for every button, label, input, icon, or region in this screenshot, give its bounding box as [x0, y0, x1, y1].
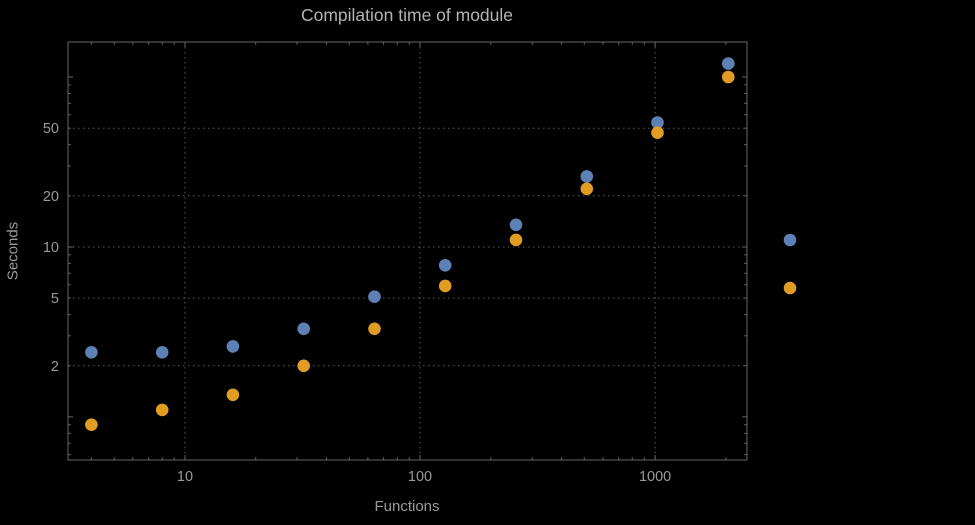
y-axis-label: Seconds — [4, 221, 22, 281]
data-point-series-1-blue — [722, 57, 735, 70]
data-point-series-2-orange — [722, 70, 735, 84]
y-tick-label: 20 — [43, 189, 59, 205]
data-point-series-2-orange — [509, 233, 523, 247]
data-point-series-1-blue — [651, 116, 664, 129]
data-point-series-1-blue — [509, 218, 523, 232]
chart-title: Compilation time of module — [300, 5, 514, 25]
x-tick-label: 100 — [408, 469, 432, 485]
data-point-series-1-blue — [226, 340, 240, 353]
y-tick-label: 5 — [51, 291, 59, 307]
x-axis-label: Functions — [374, 498, 440, 515]
data-point-series-1-blue — [85, 346, 98, 359]
data-point-series-2-orange — [438, 279, 452, 293]
data-point-series-2-orange — [297, 359, 311, 373]
data-point-series-1-blue — [580, 170, 594, 183]
data-point-series-1-blue — [297, 322, 311, 336]
data-point-series-1-blue — [368, 290, 381, 304]
data-point-series-2-orange — [580, 182, 594, 196]
legend-marker — [783, 233, 797, 247]
data-point-series-1-blue — [155, 346, 169, 359]
data-point-series-2-orange — [155, 403, 169, 417]
x-tick-label: 10 — [177, 469, 193, 485]
legend-marker — [783, 281, 797, 295]
x-tick-label: 1000 — [639, 469, 671, 485]
data-point-series-2-orange — [85, 418, 98, 432]
data-point-series-2-orange — [226, 388, 240, 402]
data-point-series-2-orange — [368, 322, 381, 336]
data-point-series-1-blue — [438, 259, 452, 272]
y-tick-label: 50 — [43, 121, 59, 137]
y-tick-label: 10 — [43, 240, 59, 256]
data-point-series-2-orange — [651, 126, 664, 139]
plot-frame — [67, 41, 748, 461]
y-tick-label: 2 — [51, 359, 59, 375]
